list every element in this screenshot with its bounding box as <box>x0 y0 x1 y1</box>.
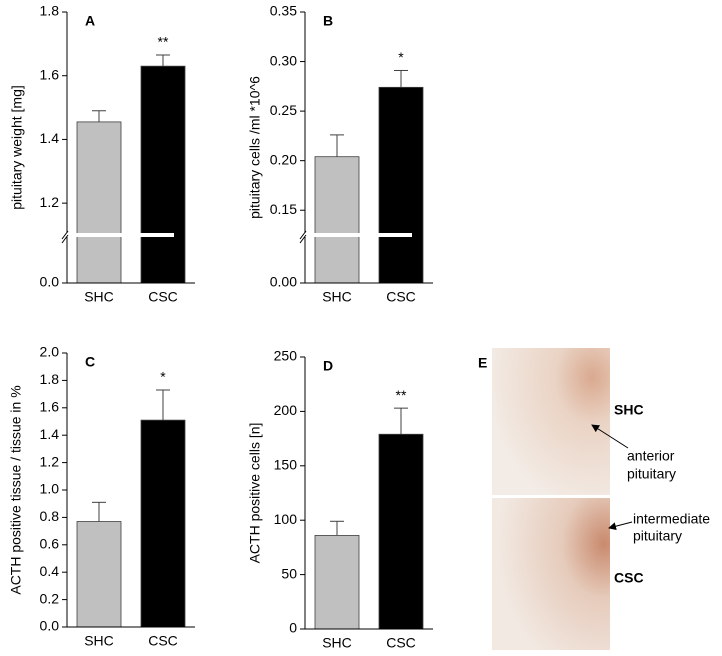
y-tick-label: 0.20 <box>270 151 297 167</box>
bar <box>140 419 186 628</box>
image-panel: E SHC CSC anterior pituitary intermediat… <box>478 348 710 650</box>
error-bar <box>92 501 106 522</box>
image-label: SHC <box>614 402 644 418</box>
y-tick-label: 1.6 <box>40 66 60 82</box>
arrow <box>591 424 629 449</box>
x-tick-label: CSC <box>148 289 178 305</box>
y-tick-label: 0.15 <box>270 201 297 217</box>
x-tick-label: SHC <box>322 289 352 305</box>
panel-label: D <box>323 358 333 374</box>
annotation: intermediate <box>633 511 710 527</box>
panel-label: B <box>323 13 333 29</box>
y-axis-label: pituitary cells /ml *10^6 <box>247 76 263 219</box>
y-tick-label: 0.25 <box>270 102 297 118</box>
y-tick-label: 0.4 <box>40 563 60 579</box>
y-tick-label: 1.4 <box>40 130 60 146</box>
bar <box>378 433 424 630</box>
bar <box>378 86 424 284</box>
error-bar <box>92 110 106 122</box>
x-tick-label: SHC <box>84 289 114 305</box>
x-tick-label: CSC <box>386 289 416 305</box>
annotation: pituitary <box>627 466 676 482</box>
chart-panel: C ACTH positive tissue / tissue in % SHC CS… <box>8 344 195 649</box>
x-tick-label: SHC <box>322 635 352 651</box>
annotation: pituitary <box>633 528 682 544</box>
y-tick-label: 1.2 <box>40 453 60 469</box>
y-tick-label: 250 <box>274 348 298 364</box>
y-tick-label: 50 <box>281 565 297 581</box>
significance: * <box>160 369 166 385</box>
error-bar <box>156 389 170 421</box>
micrograph-shc <box>492 348 610 495</box>
y-tick-label: 0 <box>289 620 297 636</box>
y-tick-label: 0.0 <box>40 274 60 290</box>
axis-break <box>304 233 412 237</box>
error-bar <box>330 134 344 157</box>
y-tick-label: 0.8 <box>40 508 60 524</box>
bar <box>76 121 122 284</box>
panel-label: A <box>85 13 95 29</box>
error-bar <box>330 520 344 536</box>
bar <box>314 535 360 630</box>
y-tick-label: 100 <box>274 511 298 527</box>
y-tick-label: 200 <box>274 402 298 418</box>
y-tick-label: 0.2 <box>40 590 60 606</box>
y-tick-label: 2.0 <box>40 344 60 360</box>
bar <box>314 156 360 284</box>
bar <box>140 65 186 284</box>
y-tick-label: 0.00 <box>270 274 297 290</box>
significance: ** <box>396 387 407 403</box>
significance: ** <box>158 34 169 50</box>
y-tick-label: 150 <box>274 457 298 473</box>
y-axis-label: ACTH positive cells [n] <box>247 423 263 564</box>
break-mark <box>299 230 307 240</box>
y-axis-label: ACTH positive tissue / tissue in % <box>8 385 24 594</box>
panel-label: C <box>85 354 95 370</box>
panel-label: E <box>478 355 487 371</box>
y-tick-label: 1.8 <box>40 371 60 387</box>
chart-panel: D ACTH positive cells [n] SHC CSC ** 0 50 100 15… <box>247 348 433 651</box>
break-mark <box>299 234 307 244</box>
y-tick-label: 0.0 <box>40 618 60 634</box>
significance: * <box>398 49 404 65</box>
y-tick-label: 0.30 <box>270 52 297 68</box>
image-label: CSC <box>614 570 644 586</box>
annotation: anterior <box>627 448 675 464</box>
x-tick-label: SHC <box>84 633 114 649</box>
y-tick-label: 0.35 <box>270 3 297 19</box>
axis-break <box>66 233 174 237</box>
y-tick-label: 1.0 <box>40 481 60 497</box>
arrow <box>608 521 633 531</box>
y-axis-label: pituitary weight [mg] <box>9 85 25 210</box>
y-tick-label: 0.6 <box>40 536 60 552</box>
bar <box>76 521 122 628</box>
x-tick-label: CSC <box>386 635 416 651</box>
break-mark <box>61 230 69 240</box>
error-bar <box>156 54 170 67</box>
y-tick-label: 1.2 <box>40 194 60 210</box>
y-tick-label: 1.8 <box>40 3 60 19</box>
error-bar <box>394 407 408 435</box>
break-mark <box>61 234 69 244</box>
y-tick-label: 1.4 <box>40 426 60 442</box>
micrograph-csc <box>492 498 610 650</box>
x-tick-label: CSC <box>148 633 178 649</box>
error-bar <box>394 69 408 88</box>
y-tick-label: 1.6 <box>40 399 60 415</box>
